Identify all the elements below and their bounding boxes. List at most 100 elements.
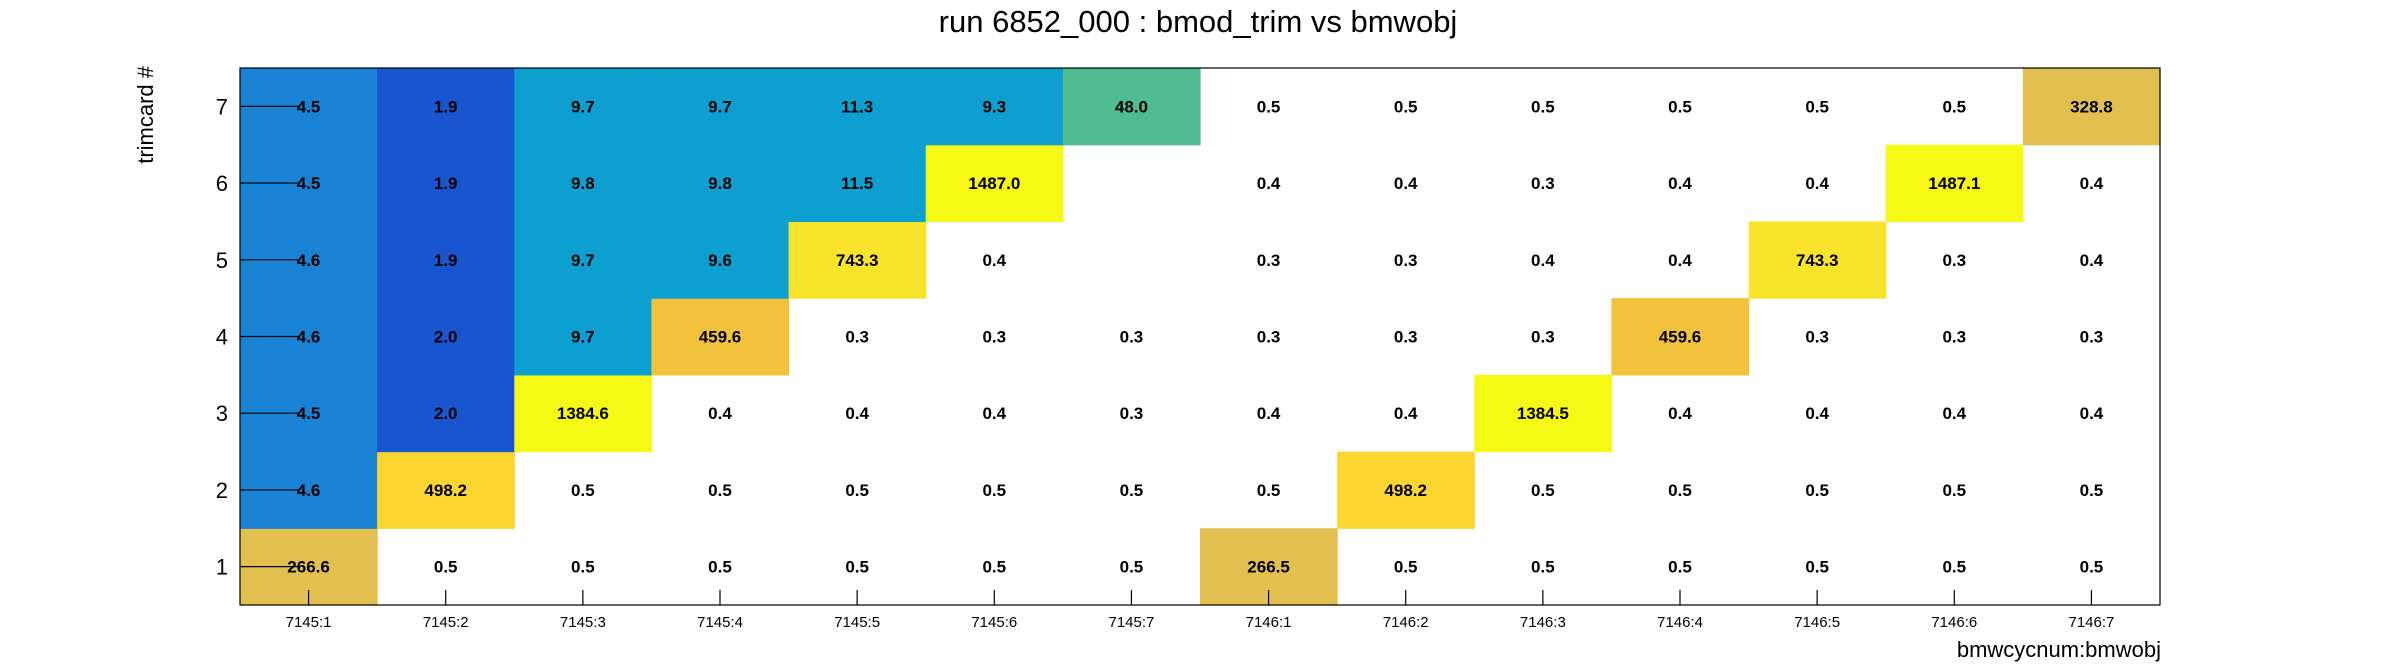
cell-value-label: 0.5 xyxy=(1120,481,1144,500)
heatmap-cell xyxy=(377,144,515,223)
cell-value-label: 9.8 xyxy=(708,174,732,193)
cell-value-label: 4.6 xyxy=(297,481,321,500)
x-tick-label: 7145:1 xyxy=(286,614,332,631)
cell-value-label: 0.4 xyxy=(1394,174,1418,193)
cell-value-label: 1.9 xyxy=(434,97,458,116)
cell-value-label: 0.5 xyxy=(708,481,732,500)
cell-value-label: 498.2 xyxy=(1384,481,1427,500)
cell-value-label: 0.5 xyxy=(571,558,595,577)
cell-value-label: 743.3 xyxy=(836,251,879,270)
heatmap-cell xyxy=(377,68,515,146)
cell-value-label: 0.3 xyxy=(1531,328,1555,347)
cell-value-label: 0.5 xyxy=(2080,558,2104,577)
cell-value-label: 0.4 xyxy=(845,404,869,423)
cell-value-label: 0.4 xyxy=(1805,174,1829,193)
cell-value-label: 498.2 xyxy=(424,481,467,500)
cell-value-label: 4.5 xyxy=(297,97,321,116)
cell-value-label: 743.3 xyxy=(1796,251,1839,270)
cell-value-label: 0.4 xyxy=(1668,404,1692,423)
cell-value-label: 1384.5 xyxy=(1517,404,1569,423)
heatmap-cell xyxy=(925,144,1064,223)
x-tick-label: 7146:4 xyxy=(1657,614,1703,631)
y-tick-label: 3 xyxy=(216,401,228,426)
cell-value-label: 266.6 xyxy=(287,558,330,577)
cell-value-label: 0.5 xyxy=(1394,97,1418,116)
cell-value-label: 0.5 xyxy=(1394,558,1418,577)
y-tick-label: 7 xyxy=(216,94,228,119)
cell-labels-layer: 266.6 0.5 0.5 0.5 0.5 0.5 0.5 266.5 0.5 0.5 0.5 0.5… xyxy=(287,97,2112,576)
cell-value-label: 0.4 xyxy=(1805,404,1829,423)
heatmap-cell xyxy=(1748,221,1887,299)
x-tick-label: 7145:4 xyxy=(697,614,743,631)
heatmap-cell xyxy=(377,221,515,299)
cell-value-label: 0.5 xyxy=(2080,481,2104,500)
cell-value-label: 1.9 xyxy=(434,174,458,193)
cell-value-label: 0.5 xyxy=(845,558,869,577)
cell-value-label: 0.4 xyxy=(2080,251,2104,270)
x-tick-label: 7145:2 xyxy=(423,614,469,631)
heatmap-cell xyxy=(514,221,653,299)
y-tick-label: 1 xyxy=(216,555,228,580)
cell-value-label: 0.5 xyxy=(1668,97,1692,116)
heatmap-cell xyxy=(788,144,927,223)
cell-value-label: 0.5 xyxy=(1942,97,1966,116)
cell-value-label: 2.0 xyxy=(434,404,458,423)
cell-value-label: 0.4 xyxy=(1257,174,1281,193)
heatmap-cell xyxy=(514,68,653,146)
x-tick-label: 7146:5 xyxy=(1794,614,1840,631)
cell-value-label: 0.4 xyxy=(982,251,1006,270)
cell-value-label: 0.4 xyxy=(2080,174,2104,193)
cells-layer xyxy=(240,68,2161,606)
cell-value-label: 0.3 xyxy=(1394,328,1418,347)
cell-value-label: 0.3 xyxy=(1942,251,1966,270)
heatmap-cell xyxy=(377,451,515,529)
y-tick-label: 5 xyxy=(216,248,228,273)
cell-value-label: 0.4 xyxy=(1394,404,1418,423)
heatmap-cell xyxy=(925,68,1064,146)
cell-value-label: 1487.0 xyxy=(968,174,1020,193)
cell-value-label: 0.5 xyxy=(982,481,1006,500)
cell-value-label: 0.5 xyxy=(1805,481,1829,500)
y-tick-label: 2 xyxy=(216,478,228,503)
cell-value-label: 1487.1 xyxy=(1928,174,1980,193)
cell-value-label: 1.9 xyxy=(434,251,458,270)
y-tick-label: 4 xyxy=(216,325,228,350)
cell-value-label: 48.0 xyxy=(1115,97,1148,116)
x-tick-label: 7146:1 xyxy=(1246,614,1292,631)
cell-value-label: 0.3 xyxy=(1257,251,1281,270)
cell-value-label: 0.4 xyxy=(1531,251,1555,270)
cell-value-label: 9.6 xyxy=(708,251,732,270)
cell-value-label: 0.3 xyxy=(1120,328,1144,347)
cell-value-label: 9.7 xyxy=(571,328,595,347)
x-tick-labels: 7145:1 7145:2 7145:3 7145:4 7145:5 7145:6 7145… xyxy=(286,614,2115,631)
cell-value-label: 0.3 xyxy=(982,328,1006,347)
cell-value-label: 0.3 xyxy=(1805,328,1829,347)
cell-value-label: 4.5 xyxy=(297,404,321,423)
x-tick-label: 7145:7 xyxy=(1108,614,1154,631)
heatmap-cell xyxy=(651,221,790,299)
plot-frame xyxy=(239,67,2161,606)
y-axis-label: trimcard # xyxy=(133,65,158,164)
cell-value-label: 0.4 xyxy=(1257,404,1281,423)
cell-value-label: 9.8 xyxy=(571,174,595,193)
cell-value-label: 0.4 xyxy=(1668,174,1692,193)
x-tick-label: 7146:7 xyxy=(2068,614,2114,631)
cell-value-label: 459.6 xyxy=(1659,328,1702,347)
cell-value-label: 0.3 xyxy=(1120,404,1144,423)
cell-value-label: 0.5 xyxy=(1257,481,1281,500)
cell-value-label: 0.3 xyxy=(845,328,869,347)
cell-value-label: 0.4 xyxy=(708,404,732,423)
heatmap-cell xyxy=(1474,374,1613,453)
cell-value-label: 4.6 xyxy=(297,251,321,270)
cell-value-label: 4.5 xyxy=(297,174,321,193)
heatmap-cell xyxy=(788,221,927,299)
heatmap-cell xyxy=(1611,298,1750,376)
cell-value-label: 0.5 xyxy=(845,481,869,500)
cell-value-label: 0.3 xyxy=(1394,251,1418,270)
heatmap-cell xyxy=(651,144,790,223)
x-tick-label: 7146:6 xyxy=(1931,614,1977,631)
cell-value-label: 0.4 xyxy=(1668,251,1692,270)
x-tick-label: 7145:3 xyxy=(560,614,606,631)
cell-value-label: 0.3 xyxy=(1942,328,1966,347)
